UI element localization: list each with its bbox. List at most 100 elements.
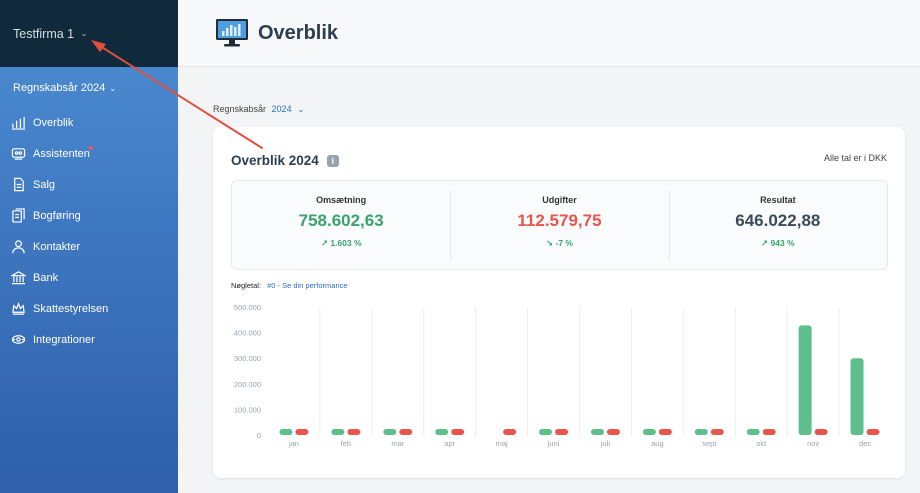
x-tick-label: aug: [651, 439, 664, 448]
x-tick-label: juli: [600, 439, 611, 448]
card-title: Overblik 2024 i: [231, 153, 339, 168]
x-tick-label: maj: [496, 439, 508, 448]
sidebar-item-label: Assistenten: [33, 147, 90, 160]
chevron-down-icon: ⌄: [297, 104, 305, 114]
company-switcher[interactable]: Testfirma 1 ⌄: [0, 0, 178, 67]
kpi-label: Omsætning: [316, 195, 367, 205]
sidebar-item-integrationer[interactable]: Integrationer: [0, 324, 178, 355]
kpi-change: ↗ 943 %: [669, 238, 887, 249]
bar-juli-1: [606, 429, 620, 435]
sidebar-item-label: Bogføring: [33, 209, 81, 222]
bar-apr-0: [435, 429, 449, 435]
y-tick-label: 300.000: [234, 354, 261, 363]
assistant-icon: [10, 146, 26, 162]
card-title-text: Overblik 2024: [231, 153, 319, 168]
monthly-bar-chart: 0 100.000 200.000 300.000 400.000 500.000 jan f…: [234, 303, 880, 448]
x-tick-label: apr: [444, 439, 455, 448]
fiscal-select-label: Regnskabsår: [213, 104, 267, 114]
chevron-down-icon: ⌄: [80, 28, 88, 38]
sidebar-item-kontakter[interactable]: Kontakter: [0, 231, 178, 262]
notification-dot: [89, 146, 93, 150]
kpi-resultat: Resultat 646.022,88 ↗ 943 %: [668, 181, 887, 269]
trend-up-icon: ↗: [761, 238, 769, 248]
bar-jan-1: [295, 429, 309, 435]
sidebar-item-label: Skattestyrelsen: [33, 302, 109, 315]
y-tick-label: 100.000: [234, 405, 261, 414]
invoice-icon: [10, 177, 26, 193]
bar-jan-0: [279, 429, 293, 435]
kpi-value: 758.602,63: [298, 211, 384, 230]
kpi-change-value: 1.603 %: [330, 238, 362, 248]
bar-sept-0: [694, 429, 708, 435]
y-tick-label: 0: [257, 431, 261, 440]
y-tick-label: 400.000: [234, 329, 261, 338]
sidebar-item-bank[interactable]: Bank: [0, 262, 178, 293]
y-tick-label: 200.000: [234, 380, 261, 389]
bar-dec-1: [866, 429, 880, 435]
bar-apr-1: [451, 429, 465, 435]
monitor-icon: [216, 19, 248, 47]
info-icon[interactable]: i: [326, 154, 339, 167]
bar-dec-0: [850, 358, 864, 435]
bar-juli-0: [590, 429, 604, 435]
sidebar: Testfirma 1 ⌄ Regnskabsår 2024 ⌄ Overbli…: [0, 0, 178, 493]
kpi-value: 112.579,75: [517, 211, 602, 230]
sidebar-item-bogforing[interactable]: Bogføring: [0, 200, 178, 231]
sidebar-nav: Overblik Assistenten Salg Bogføring Kont…: [0, 107, 178, 355]
nogletal-link[interactable]: #0 - Se din performance: [267, 281, 348, 290]
fiscal-year-select[interactable]: Regnskabsår 2024 ⌄: [213, 104, 305, 115]
bar-nov-0: [798, 325, 812, 435]
bar-feb-0: [331, 429, 345, 435]
fiscal-year-label: Regnskabsår 2024: [13, 82, 106, 94]
chevron-down-icon: ⌄: [109, 83, 117, 93]
bar-chart-icon: [10, 115, 26, 131]
documents-icon: [10, 208, 26, 224]
sidebar-item-salg[interactable]: Salg: [0, 169, 178, 200]
fiscal-select-value: 2024: [271, 104, 292, 114]
nogletal-row: Nøgletal: #0 - Se din performance: [231, 281, 348, 290]
crown-icon: [10, 301, 26, 317]
bar-okt-0: [746, 429, 760, 435]
sidebar-item-skattestyrelsen[interactable]: Skattestyrelsen: [0, 293, 178, 324]
bar-juni-0: [539, 429, 553, 435]
bar-sept-1: [710, 429, 724, 435]
kpi-change: ↘ -7 %: [450, 238, 668, 249]
kpi-label: Resultat: [760, 195, 796, 205]
kpi-omsaetning: Omsætning 758.602,63 ↗ 1.603 %: [232, 181, 450, 269]
sidebar-item-assistenten[interactable]: Assistenten: [0, 138, 178, 169]
page-title: Overblik: [258, 21, 339, 44]
trend-down-icon: ↘: [546, 238, 554, 248]
kpi-change: ↗ 1.603 %: [232, 238, 450, 249]
bar-okt-1: [762, 429, 776, 435]
x-tick-label: feb: [341, 439, 351, 448]
x-tick-label: okt: [756, 439, 767, 448]
bar-nov-1: [814, 429, 828, 435]
kpi-value: 646.022,88: [735, 211, 821, 230]
bank-icon: [10, 270, 26, 286]
bar-juni-1: [555, 429, 569, 435]
page-header: Overblik: [178, 0, 920, 67]
fiscal-year-switcher[interactable]: Regnskabsår 2024 ⌄: [0, 69, 178, 107]
company-name: Testfirma 1: [13, 26, 75, 41]
x-tick-label: juni: [547, 439, 560, 448]
person-icon: [10, 239, 26, 255]
nogletal-label: Nøgletal:: [231, 281, 262, 290]
overview-card: Overblik 2024 i Alle tal er i DKK Omsætn…: [213, 127, 905, 478]
trend-up-icon: ↗: [320, 238, 328, 248]
bar-maj-1: [503, 429, 517, 435]
x-tick-label: dec: [859, 439, 871, 448]
sidebar-item-label: Integrationer: [33, 333, 95, 346]
kpi-change-value: 943 %: [770, 238, 795, 248]
sidebar-item-overblik[interactable]: Overblik: [0, 107, 178, 138]
kpi-change-value: -7 %: [555, 238, 573, 248]
bar-aug-1: [658, 429, 672, 435]
currency-note: Alle tal er i DKK: [823, 153, 887, 163]
bar-mar-0: [383, 429, 397, 435]
x-tick-label: sept: [702, 439, 717, 448]
kpi-udgifter: Udgifter 112.579,75 ↘ -7 %: [450, 181, 668, 269]
sidebar-item-label: Kontakter: [33, 240, 81, 253]
sidebar-item-label: Bank: [33, 271, 59, 284]
x-tick-label: jan: [288, 439, 299, 448]
x-tick-label: mar: [391, 439, 404, 448]
kpi-panel: Omsætning 758.602,63 ↗ 1.603 % Udgifter …: [231, 180, 888, 270]
